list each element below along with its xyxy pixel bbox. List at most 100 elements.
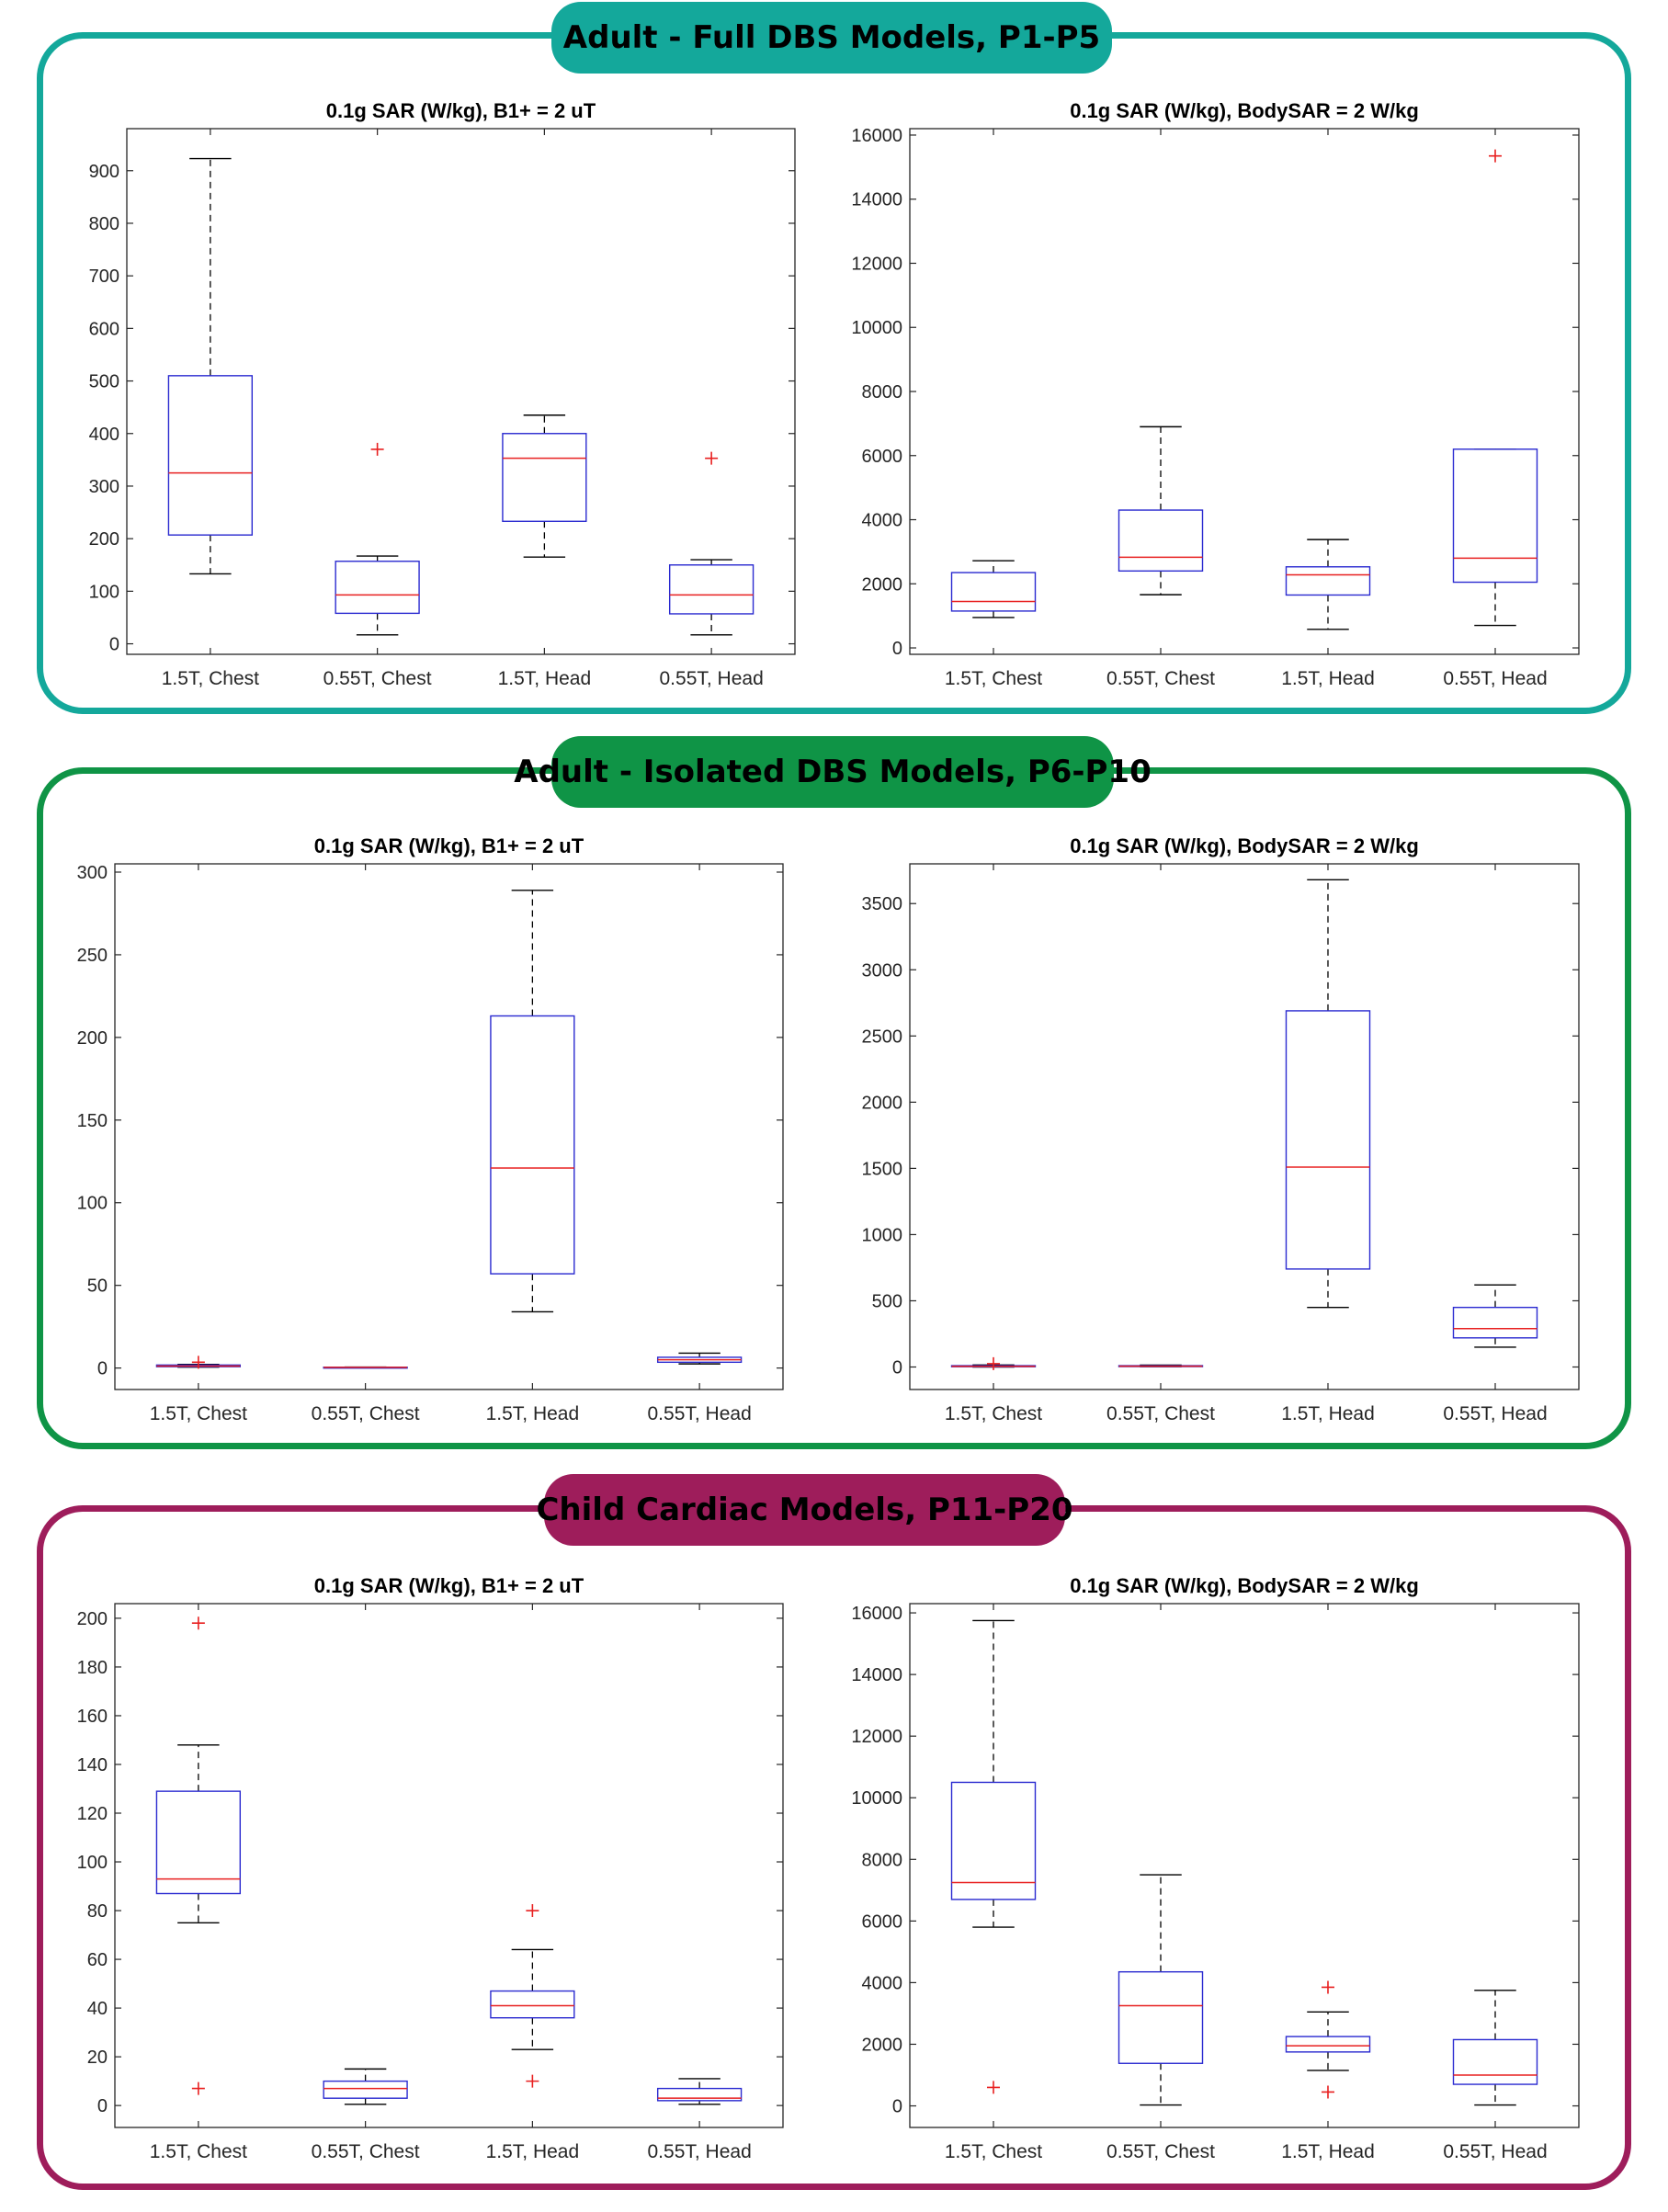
y-tick-label: 2000 — [862, 1093, 903, 1113]
axes-frame — [909, 1603, 1580, 2128]
y-tick-label: 2500 — [862, 1027, 903, 1047]
section-title-child-cardiac: Child Cardiac Models, P11-P20 — [536, 1474, 1073, 1546]
x-tick-label: 1.5T, Chest — [150, 1403, 247, 1424]
outlier-marker — [987, 2081, 1000, 2094]
y-tick-label: 1000 — [862, 1225, 903, 1245]
x-tick-label: 0.55T, Chest — [312, 2141, 420, 2162]
x-tick-label: 0.55T, Chest — [1106, 1403, 1215, 1424]
chart-adult-full-bodysar: 0.1g SAR (W/kg), BodySAR = 2 W/kg 0 2000 40… — [851, 99, 1580, 689]
y-tick-label: 4000 — [862, 1973, 903, 1993]
y-tick-label: 0 — [892, 1358, 902, 1378]
y-tick-label: 600 — [89, 319, 119, 339]
y-tick-label: 0 — [892, 2097, 902, 2117]
x-tick-label: 0.55T, Chest — [323, 668, 432, 689]
x-tick-label: 0.55T, Head — [1443, 2141, 1547, 2162]
box — [1285, 566, 1371, 596]
x-tick-label: 1.5T, Chest — [945, 668, 1042, 689]
outlier-marker — [1322, 1980, 1334, 1994]
y-tick-label: 160 — [77, 1707, 108, 1727]
box — [1452, 448, 1538, 584]
y-tick-label: 6000 — [862, 447, 903, 467]
box — [656, 2087, 743, 2102]
outlier-marker — [526, 1904, 539, 1918]
x-tick-label: 1.5T, Head — [498, 668, 592, 689]
y-tick-label: 14000 — [851, 190, 902, 210]
box — [490, 1015, 575, 1275]
axes-frame — [114, 863, 784, 1390]
x-tick-label: 0.55T, Head — [660, 668, 764, 689]
y-tick-label: 250 — [77, 946, 108, 966]
axes-frame — [126, 128, 796, 655]
x-tick-label: 0.55T, Head — [1443, 668, 1547, 689]
y-tick-label: 0 — [97, 1359, 108, 1379]
box — [490, 1990, 575, 2019]
section-panel-child-cardiac — [37, 1505, 1631, 2190]
y-tick-label: 80 — [87, 1901, 108, 1922]
box — [1452, 2038, 1538, 2085]
y-tick-label: 10000 — [851, 1788, 902, 1809]
outlier-marker — [1489, 149, 1502, 163]
y-tick-label: 12000 — [851, 1727, 902, 1747]
y-tick-label: 100 — [77, 1194, 108, 1214]
x-tick-label: 1.5T, Head — [486, 2141, 580, 2162]
outlier-marker — [1322, 2085, 1334, 2099]
y-tick-label: 8000 — [862, 382, 903, 403]
y-tick-label: 4000 — [862, 511, 903, 531]
x-tick-label: 1.5T, Head — [1281, 1403, 1375, 1424]
chart-title: 0.1g SAR (W/kg), B1+ = 2 uT — [326, 99, 596, 122]
x-tick-label: 0.55T, Chest — [312, 1403, 420, 1424]
y-tick-label: 14000 — [851, 1665, 902, 1685]
chart-title: 0.1g SAR (W/kg), B1+ = 2 uT — [314, 834, 584, 857]
box — [502, 433, 587, 522]
box — [323, 2080, 408, 2099]
y-tick-label: 900 — [89, 162, 119, 182]
box — [668, 564, 755, 615]
y-tick-label: 40 — [87, 1999, 108, 2019]
x-tick-label: 0.55T, Head — [1443, 1403, 1547, 1424]
box — [950, 1781, 1037, 1900]
y-tick-label: 2000 — [862, 574, 903, 595]
y-tick-label: 200 — [89, 529, 119, 550]
y-tick-label: 300 — [77, 863, 108, 883]
y-tick-label: 100 — [77, 1853, 108, 1873]
y-tick-label: 20 — [87, 2048, 108, 2068]
x-tick-label: 1.5T, Head — [1281, 2141, 1375, 2162]
outlier-marker — [191, 1356, 205, 1369]
y-tick-label: 16000 — [851, 126, 902, 146]
section-title-adult-isolated: Adult - Isolated DBS Models, P6-P10 — [514, 736, 1152, 808]
y-tick-label: 1500 — [862, 1159, 903, 1179]
x-tick-label: 1.5T, Chest — [162, 668, 259, 689]
y-tick-label: 120 — [77, 1804, 108, 1824]
y-tick-label: 500 — [89, 372, 119, 392]
chart-title: 0.1g SAR (W/kg), B1+ = 2 uT — [314, 1574, 584, 1597]
y-tick-label: 60 — [87, 1950, 108, 1970]
axes-frame — [114, 1603, 784, 2128]
y-tick-label: 0 — [109, 635, 119, 655]
box — [1285, 2036, 1371, 2053]
y-tick-label: 800 — [89, 214, 119, 234]
chart-title: 0.1g SAR (W/kg), BodySAR = 2 W/kg — [1070, 834, 1419, 857]
outlier-marker — [191, 1616, 205, 1630]
axes-frame — [909, 863, 1580, 1390]
y-tick-label: 200 — [77, 1028, 108, 1049]
outlier-marker — [191, 2082, 205, 2095]
y-tick-label: 12000 — [851, 254, 902, 274]
box — [1285, 1010, 1371, 1270]
x-tick-label: 0.55T, Chest — [1106, 2141, 1215, 2162]
y-tick-label: 100 — [89, 582, 119, 602]
x-tick-label: 0.55T, Head — [648, 2141, 752, 2162]
y-tick-label: 0 — [97, 2096, 108, 2116]
outlier-marker — [370, 442, 384, 456]
chart-title: 0.1g SAR (W/kg), BodySAR = 2 W/kg — [1070, 1574, 1419, 1597]
x-tick-label: 1.5T, Head — [1281, 668, 1375, 689]
outlier-marker — [987, 1356, 1000, 1370]
x-tick-label: 0.55T, Chest — [1106, 668, 1215, 689]
y-tick-label: 400 — [89, 425, 119, 445]
section-title-adult-full: Adult - Full DBS Models, P1-P5 — [551, 2, 1112, 74]
chart-adult-isolated-bodysar: 0.1g SAR (W/kg), BodySAR = 2 W/kg 0 500 100… — [862, 834, 1580, 1424]
section-panel-adult-full — [37, 32, 1631, 714]
box — [155, 1790, 242, 1895]
box — [1452, 1306, 1538, 1339]
